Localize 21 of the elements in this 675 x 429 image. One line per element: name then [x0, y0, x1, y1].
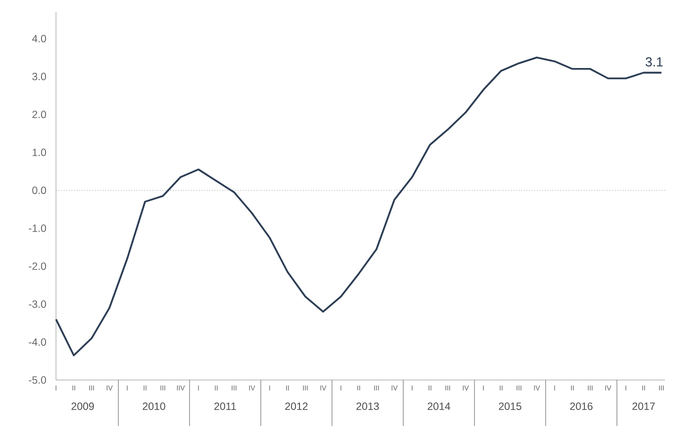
y-tick-label: 0.0	[32, 186, 46, 194]
text: 2011	[214, 402, 236, 410]
y-tick-label: -2.0	[28, 262, 46, 270]
y-tick-label: -1.0	[28, 224, 46, 232]
y-tick-label: 4.0	[32, 34, 46, 42]
y-tick-label: -3.0	[28, 300, 46, 308]
y-tick-label: -4.0	[28, 338, 46, 346]
text: 2010	[142, 402, 166, 410]
y-tick-label: 2.0	[32, 110, 46, 118]
y-tick-label: 3.0	[32, 72, 46, 80]
text: 2016	[570, 402, 593, 410]
y-tick-label: -5.0	[28, 376, 46, 384]
y-tick-label: 1.0	[32, 148, 46, 156]
text: 2015	[498, 402, 522, 410]
text: 2014	[428, 402, 450, 410]
line-series	[55, 56, 662, 356]
text: 2013	[356, 402, 379, 410]
text: 2017	[632, 402, 655, 410]
data-label: 3.1	[646, 57, 663, 66]
text: 2012	[285, 402, 308, 410]
text: 2009	[72, 402, 94, 410]
